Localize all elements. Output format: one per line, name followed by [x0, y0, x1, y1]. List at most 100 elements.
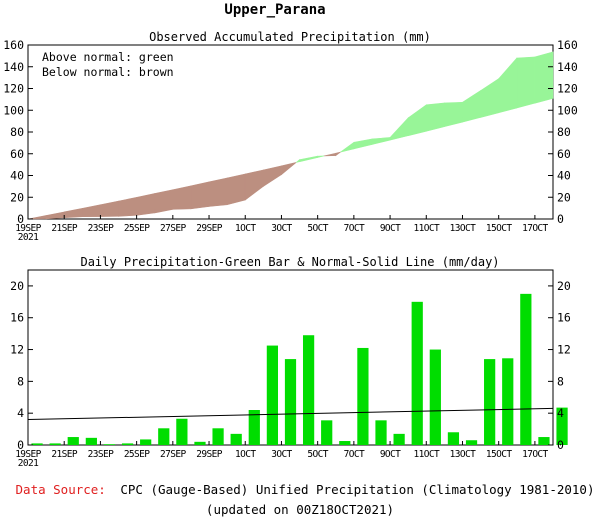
x-tick-label: 9OCT — [380, 449, 401, 460]
daily-precip-bar — [375, 420, 387, 445]
y-tick-label-right: 100 — [557, 103, 578, 117]
y-tick-label-right: 20 — [557, 279, 571, 293]
x-tick-label: 29SEP — [196, 449, 222, 460]
daily-precip-bar — [176, 418, 188, 445]
daily-precip-bar — [393, 433, 405, 445]
x-year-label: 2021 — [18, 458, 39, 469]
daily-precip-bar — [520, 293, 532, 445]
above-normal-area — [516, 56, 536, 109]
daily-precip-bar — [465, 440, 478, 445]
daily-precip-bar — [357, 347, 369, 445]
daily-precip-bar — [194, 441, 206, 445]
x-tick-label: 3OCT — [271, 449, 292, 460]
below-normal-area — [263, 165, 282, 187]
daily-precip-bar — [248, 410, 260, 445]
daily-precip-bar — [321, 420, 333, 445]
above-normal-area — [295, 158, 300, 163]
above-normal-area — [480, 78, 499, 118]
y-tick-label-left: 4 — [17, 406, 24, 420]
below-normal-area — [82, 204, 101, 218]
below-normal-area — [27, 215, 47, 220]
x-year-label: 2021 — [18, 232, 39, 243]
daily-precip-bar — [85, 437, 97, 445]
daily-precip-bar — [121, 443, 134, 445]
x-tick-label: 17OCT — [522, 223, 548, 234]
daily-precip-bar — [502, 358, 514, 445]
x-tick-label: 25SEP — [124, 223, 150, 234]
y-tick-label-left: 8 — [17, 374, 24, 388]
x-tick-label: 15OCT — [486, 449, 512, 460]
daily-precip-bar — [140, 439, 152, 445]
data-source-label: Data Source: — [16, 482, 106, 497]
x-tick-label: 11OCT — [413, 223, 439, 234]
x-tick-label: 7OCT — [344, 449, 365, 460]
updated-timestamp: (updated on 00Z18OCT2021) — [206, 502, 394, 517]
x-tick-label: 5OCT — [307, 449, 328, 460]
daily-chart-title: Daily Precipitation-Green Bar & Normal-S… — [80, 255, 499, 269]
data-source-text: CPC (Gauge-Based) Unified Precipitation … — [120, 482, 594, 497]
x-tick-label: 13OCT — [450, 449, 476, 460]
y-tick-label-right: 40 — [557, 169, 571, 183]
y-tick-label-left: 20 — [10, 279, 24, 293]
below-normal-area — [335, 151, 341, 157]
daily-precip-bar — [212, 428, 224, 445]
below-normal-area — [154, 189, 174, 214]
above-normal-area — [425, 102, 445, 132]
daily-precipitation-chart: Daily Precipitation-Green Bar & Normal-S… — [10, 255, 571, 469]
y-tick-label-right: 60 — [557, 147, 571, 161]
above-normal-area — [407, 104, 427, 137]
x-tick-label: 29SEP — [196, 223, 222, 234]
daily-precip-bar — [158, 428, 170, 445]
below-normal-area — [208, 177, 228, 207]
below-normal-area — [63, 207, 83, 219]
x-tick-label: 25SEP — [124, 449, 150, 460]
normal-line — [27, 407, 554, 421]
x-tick-label: 5OCT — [307, 223, 328, 234]
y-tick-label-left: 12 — [10, 343, 24, 357]
daily-precip-bar — [302, 335, 315, 445]
y-tick-label-right: 0 — [557, 212, 564, 226]
x-tick-label: 15OCT — [486, 223, 512, 234]
y-tick-label-right: 16 — [557, 311, 571, 325]
y-tick-label-left: 0 — [17, 438, 24, 452]
below-normal-area — [100, 200, 119, 217]
y-tick-label-right: 12 — [557, 343, 571, 357]
x-tick-label: 21SEP — [51, 449, 77, 460]
daily-precip-bar — [31, 443, 43, 445]
page-title: Upper_Parana — [224, 2, 325, 18]
y-tick-label-right: 0 — [557, 438, 564, 452]
below-normal-area — [172, 185, 192, 210]
accumulated-chart-title: Observed Accumulated Precipitation (mm) — [149, 30, 431, 44]
above-normal-area — [353, 138, 373, 150]
below-normal-area — [323, 152, 337, 157]
daily-precip-bar — [447, 432, 460, 445]
above-normal-area — [444, 101, 463, 128]
y-tick-label-left: 0 — [17, 212, 24, 226]
daily-precip-bar — [411, 301, 423, 445]
x-tick-label: 27SEP — [160, 223, 186, 234]
accumulated-precipitation-chart: Observed Accumulated Precipitation (mm) … — [3, 30, 578, 243]
annotation-above-normal: Above normal: green — [42, 50, 174, 64]
x-tick-label: 11OCT — [413, 449, 439, 460]
y-tick-label-left: 140 — [3, 60, 24, 74]
x-tick-label: 1OCT — [235, 223, 256, 234]
y-tick-label-right: 80 — [557, 125, 571, 139]
below-normal-area — [45, 211, 65, 220]
above-normal-area — [389, 117, 409, 141]
daily-precip-bar — [266, 345, 278, 445]
y-tick-label-right: 8 — [557, 374, 564, 388]
x-tick-label: 19SEP — [15, 223, 41, 234]
above-normal-area — [299, 155, 318, 163]
above-normal-area — [534, 51, 554, 104]
x-tick-label: 7OCT — [344, 223, 365, 234]
above-normal-area — [371, 137, 391, 145]
x-tick-label: 19SEP — [15, 449, 41, 460]
daily-precip-bar — [284, 359, 297, 445]
y-tick-label-right: 4 — [557, 406, 564, 420]
y-tick-label-left: 20 — [10, 190, 24, 204]
y-tick-label-left: 120 — [3, 82, 24, 96]
above-normal-area — [462, 90, 481, 123]
x-tick-label: 23SEP — [88, 223, 114, 234]
below-normal-area — [118, 196, 137, 217]
